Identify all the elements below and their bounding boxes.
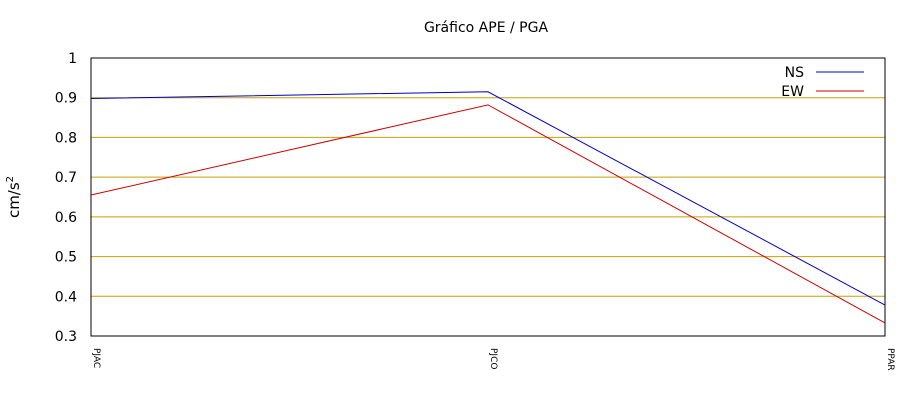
y-tick-labels: 1 0.9 0.8 0.7 0.6 0.5 0.4 0.3 — [55, 51, 77, 345]
x-tick-label: PPAR — [885, 348, 895, 371]
legend-label: EW — [781, 84, 804, 100]
legend: NS EW — [781, 65, 864, 100]
plot-border — [90, 57, 886, 337]
y-tick-label: 1 — [68, 51, 77, 67]
series-lines — [90, 91, 886, 324]
y-axis-label-exponent: 2 — [5, 176, 16, 182]
x-tick-label: PJAC — [91, 348, 101, 368]
series-line-ns — [90, 91, 886, 306]
series-line-ew — [90, 104, 886, 324]
y-axis-label: cm/s2 — [5, 176, 23, 218]
y-tick-label: 0.9 — [55, 91, 77, 107]
y-tick-label: 0.7 — [55, 170, 77, 186]
x-tick-label: PJCO — [488, 348, 498, 369]
x-tick-labels: PJAC PJCO PPAR — [91, 348, 895, 371]
y-tick-label: 0.8 — [55, 130, 77, 146]
y-tick-label: 0.3 — [55, 329, 77, 345]
chart-title: Gráfico APE / PGA — [424, 20, 548, 36]
y-tick-label: 0.6 — [55, 210, 77, 226]
y-axis-label-unit: cm/s — [5, 182, 23, 218]
y-tick-label: 0.5 — [55, 250, 77, 266]
y-tick-label: 0.4 — [55, 289, 77, 305]
legend-label: NS — [785, 65, 804, 81]
grid-lines — [91, 97, 885, 297]
plot-frame — [90, 57, 886, 337]
